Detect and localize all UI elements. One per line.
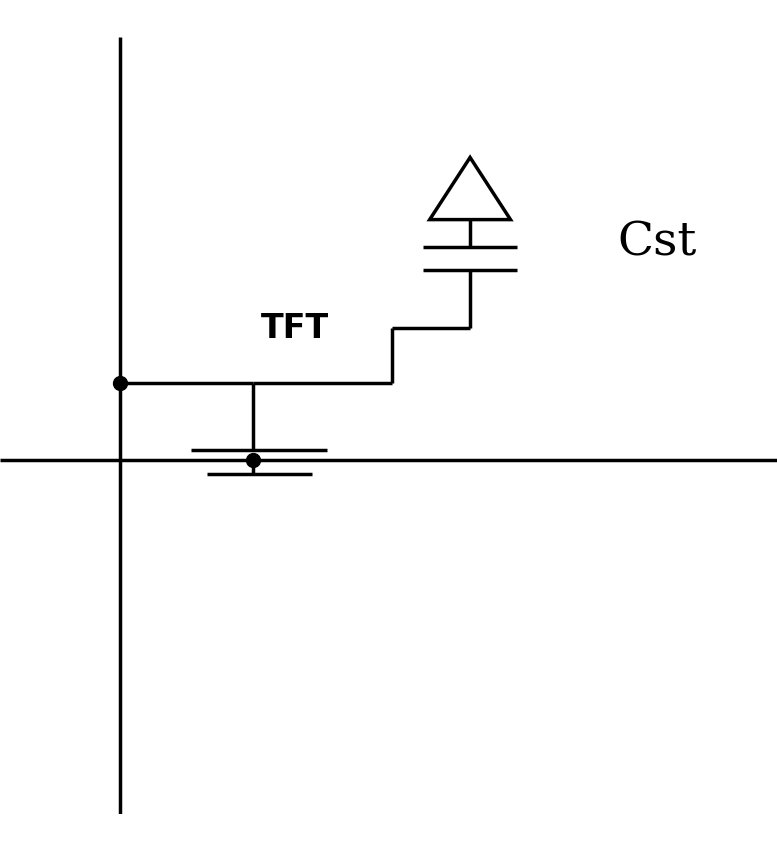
Text: TFT: TFT: [261, 311, 329, 345]
Text: Cst: Cst: [617, 220, 696, 266]
